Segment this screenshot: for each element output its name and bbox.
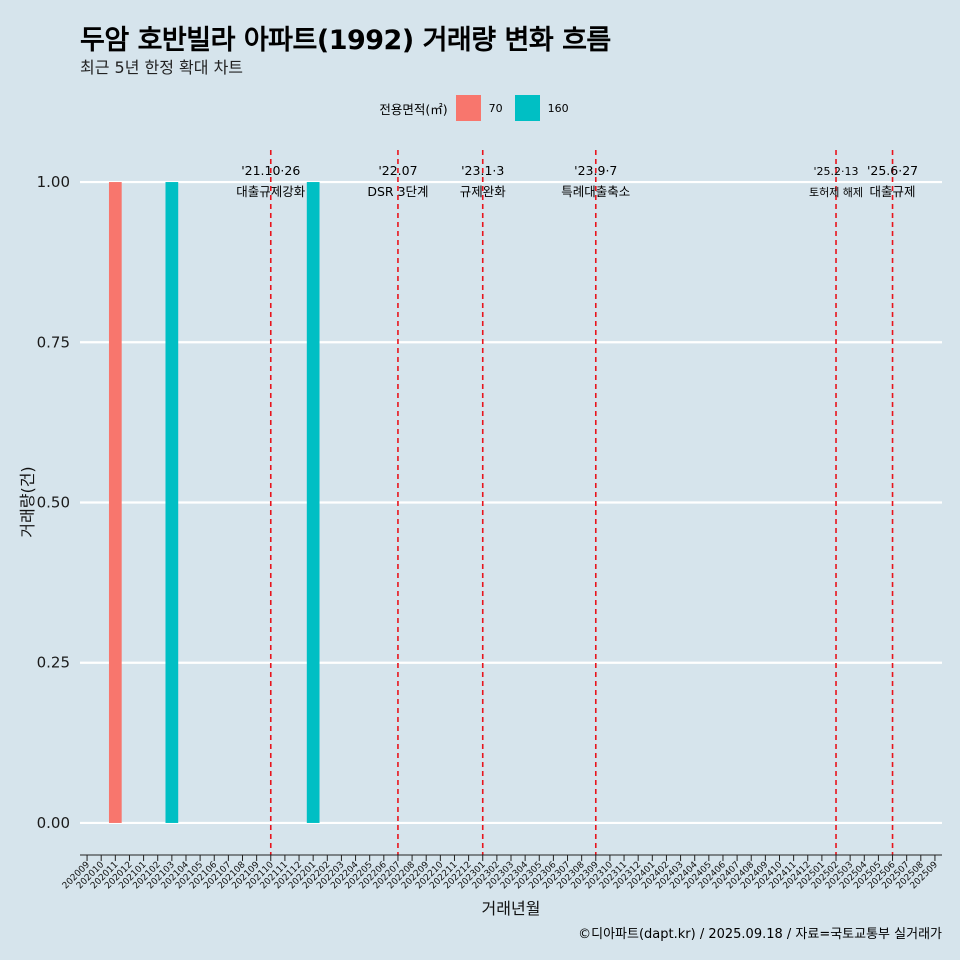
bar-160-202103 — [165, 182, 179, 823]
chart-title: 두암 호반빌라 아파트(1992) 거래량 변화 흐름 — [80, 25, 611, 56]
event-date-label: '25.2·13 — [814, 165, 859, 178]
event-date-label: '23.1·3 — [461, 163, 504, 178]
legend-title: 전용면적(㎡) — [379, 101, 448, 117]
x-axis-title: 거래년월 — [482, 899, 541, 918]
y-tick-label: 0.25 — [37, 654, 70, 672]
y-tick-label: 0.50 — [37, 494, 70, 512]
legend-label-70: 70 — [488, 101, 503, 115]
bar-70-202011 — [108, 182, 122, 823]
event-name-label: 특례대출축소 — [561, 184, 630, 199]
event-date-label: '23.9·7 — [574, 163, 617, 178]
y-tick-label: 0.75 — [37, 333, 70, 351]
event-name-label: 토허제 해제 — [809, 185, 863, 199]
legend-label-160: 160 — [547, 101, 569, 115]
event-date-label: '25.6·27 — [867, 163, 918, 178]
bar-160-202201 — [306, 182, 320, 823]
y-axis-title: 거래량(건) — [18, 466, 37, 537]
event-name-label: DSR 3단계 — [367, 184, 428, 199]
event-date-label: '22.07 — [378, 163, 417, 178]
legend: 전용면적(㎡) 70 160 — [0, 94, 960, 122]
y-tick-label: 0.00 — [37, 814, 70, 832]
event-date-label: '21.10·26 — [241, 163, 300, 178]
legend-swatch-70 — [455, 95, 481, 121]
caption: ©디아파트(dapt.kr) / 2025.09.18 / 자료=국토교통부 실… — [578, 927, 942, 942]
legend-swatch-160 — [514, 95, 540, 121]
y-tick-label: 1.00 — [37, 173, 70, 191]
chart-subtitle: 최근 5년 한정 확대 차트 — [80, 58, 244, 77]
event-name-label: 대출규제강화 — [236, 184, 306, 199]
event-name-label: 대출규제 — [870, 184, 916, 199]
event-name-label: 규제완화 — [460, 184, 507, 199]
